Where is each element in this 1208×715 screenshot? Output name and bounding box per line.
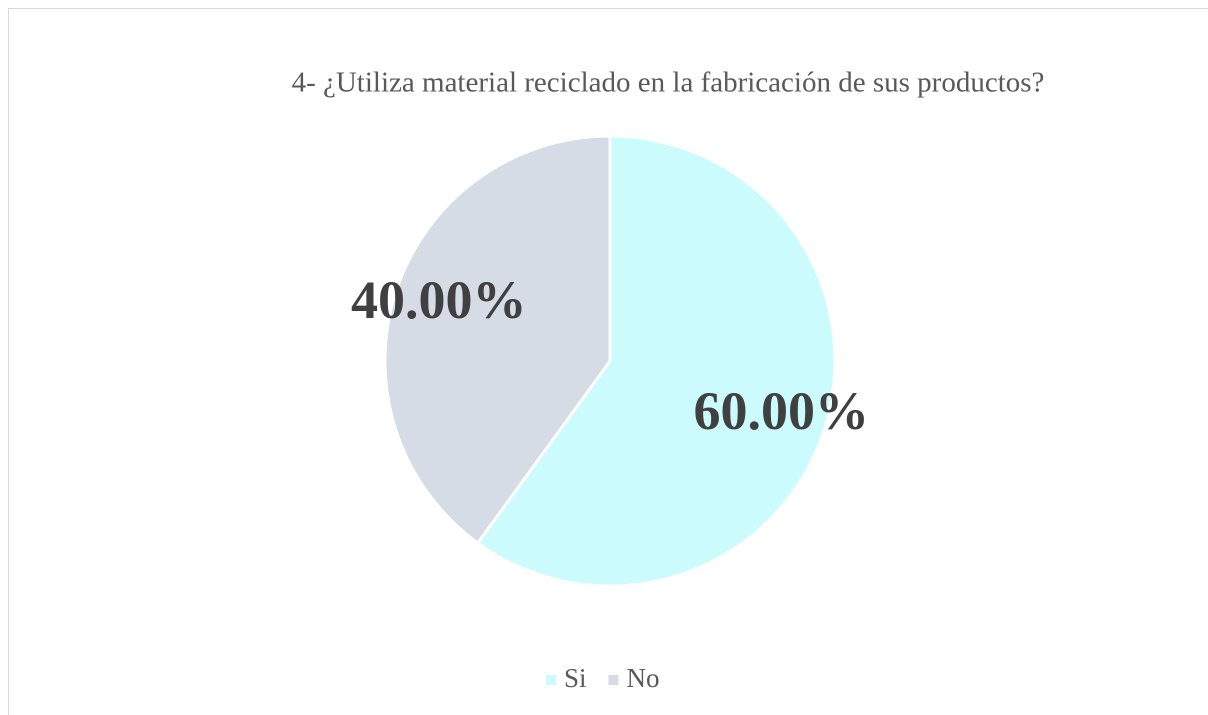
legend-label: Si [564, 663, 587, 693]
legend-swatch [546, 675, 556, 685]
pie-slice [383, 134, 612, 546]
pie-slice [475, 134, 837, 588]
legend-swatch [608, 675, 619, 685]
data-label: 40.00% [351, 270, 527, 330]
chart-title: 4- ¿Utiliza material reciclado en la fab… [292, 67, 1045, 99]
legend-label: No [627, 663, 660, 693]
data-label: 60.00% [693, 381, 869, 441]
